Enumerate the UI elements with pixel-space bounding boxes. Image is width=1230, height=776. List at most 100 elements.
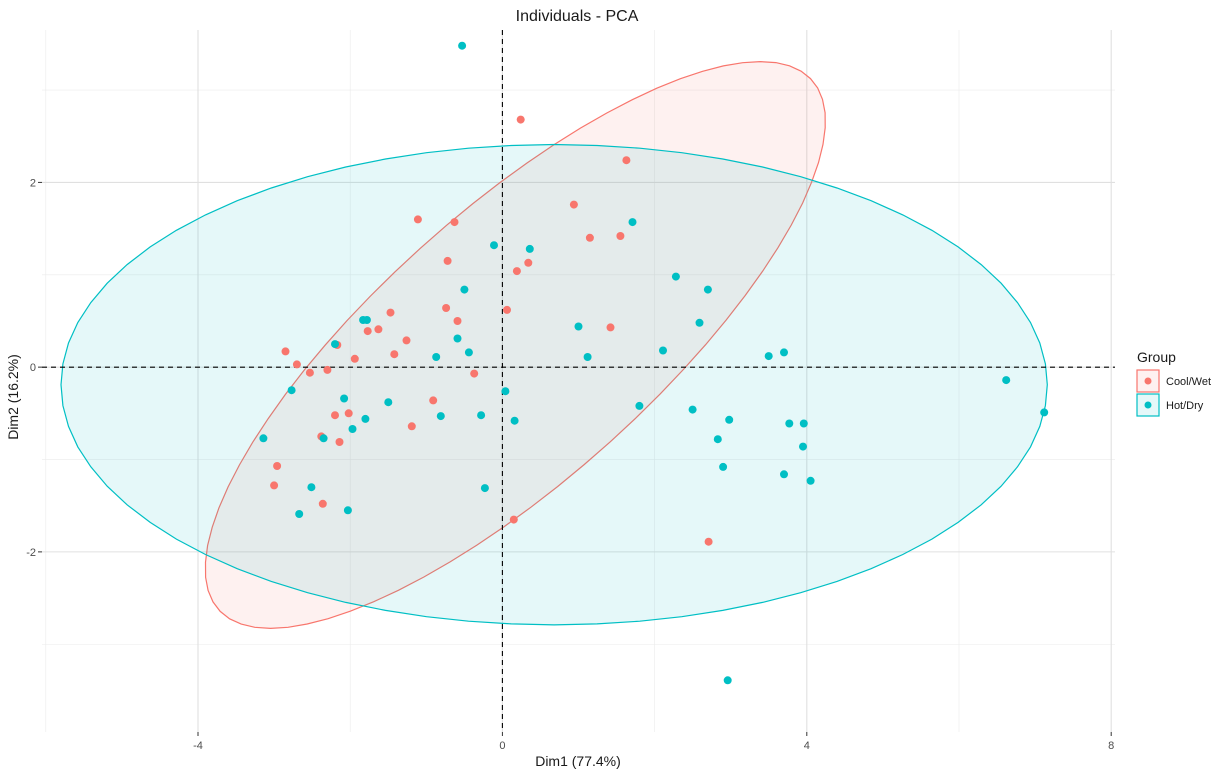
x-axis: -4 0 4 8	[193, 732, 1114, 752]
point-hot-dry	[799, 442, 807, 451]
x-tick-label: 8	[1108, 740, 1114, 752]
point-hot-dry	[583, 353, 592, 361]
plot-area	[42, 30, 1115, 732]
reference-lines	[42, 30, 1115, 732]
legend-label-cool-wet: Cool/Wet	[1166, 376, 1211, 388]
point-hot-dry	[780, 348, 788, 357]
point-hot-dry	[477, 411, 486, 420]
point-cool-wet	[503, 305, 511, 314]
point-hot-dry	[635, 401, 644, 410]
y-tick-label: 0	[30, 362, 36, 374]
point-hot-dry	[695, 318, 704, 327]
point-cool-wet	[453, 317, 462, 325]
x-axis-title: Dim1 (77.4%)	[535, 753, 621, 769]
point-cool-wet	[516, 115, 525, 124]
legend: Group Cool/Wet Hot/Dry	[1136, 349, 1211, 417]
point-cool-wet	[335, 438, 344, 446]
point-cool-wet	[616, 232, 625, 240]
point-cool-wet	[292, 360, 301, 369]
point-hot-dry	[525, 244, 534, 253]
point-hot-dry	[510, 416, 519, 425]
point-cool-wet	[402, 336, 411, 345]
ellipse-cool-wet	[204, 60, 826, 630]
point-cool-wet	[443, 256, 452, 265]
point-hot-dry	[361, 414, 370, 423]
point-hot-dry	[659, 346, 667, 355]
point-cool-wet	[512, 267, 521, 276]
legend-title: Group	[1137, 349, 1176, 365]
point-hot-dry	[490, 241, 498, 250]
point-cool-wet	[569, 200, 578, 209]
point-cool-wet	[622, 156, 631, 165]
point-cool-wet	[331, 411, 339, 420]
point-hot-dry	[725, 415, 734, 424]
point-cool-wet	[442, 304, 451, 312]
legend-marker	[1144, 377, 1152, 385]
point-hot-dry	[464, 348, 473, 357]
point-cool-wet	[386, 308, 395, 317]
point-hot-dry	[574, 322, 583, 331]
point-cool-wet	[281, 347, 290, 356]
point-cool-wet	[305, 368, 314, 377]
point-hot-dry	[671, 272, 680, 281]
point-cool-wet	[407, 422, 416, 431]
x-tick-label: -4	[193, 740, 203, 752]
point-hot-dry	[384, 398, 393, 407]
point-hot-dry	[764, 352, 773, 361]
data-points	[259, 41, 1049, 685]
grid-minor	[42, 30, 1115, 732]
point-hot-dry	[348, 425, 357, 433]
point-hot-dry	[460, 285, 469, 294]
point-hot-dry	[307, 483, 316, 492]
legend-marker	[1144, 401, 1152, 409]
point-hot-dry	[343, 506, 352, 515]
point-hot-dry	[703, 285, 712, 294]
y-axis-title: Dim2 (16.2%)	[5, 354, 21, 440]
point-hot-dry	[359, 316, 368, 324]
point-hot-dry	[799, 419, 808, 428]
point-cool-wet	[273, 462, 282, 470]
confidence-ellipses	[60, 60, 1048, 630]
point-cool-wet	[704, 537, 713, 546]
point-hot-dry	[259, 434, 268, 443]
legend-label-hot-dry: Hot/Dry	[1166, 400, 1204, 412]
point-cool-wet	[318, 499, 327, 508]
point-hot-dry	[1002, 376, 1011, 385]
point-cool-wet	[606, 323, 615, 332]
point-hot-dry	[1040, 408, 1049, 417]
point-cool-wet	[363, 327, 372, 336]
point-hot-dry	[287, 386, 296, 395]
point-hot-dry	[458, 41, 467, 50]
point-hot-dry	[319, 434, 328, 443]
point-cool-wet	[323, 365, 332, 374]
point-cool-wet	[350, 354, 359, 363]
point-hot-dry	[436, 412, 445, 421]
point-cool-wet	[413, 215, 422, 224]
point-hot-dry	[628, 218, 637, 227]
point-cool-wet	[470, 369, 479, 378]
legend-items: Cool/Wet Hot/Dry	[1136, 369, 1211, 417]
point-hot-dry	[453, 334, 462, 343]
point-hot-dry	[780, 470, 788, 479]
point-hot-dry	[806, 476, 815, 485]
y-axis: -2 0 2	[26, 177, 42, 559]
point-hot-dry	[480, 484, 489, 493]
chart-title: Individuals - PCA	[516, 8, 639, 25]
x-tick-label: 4	[804, 740, 810, 752]
point-hot-dry	[501, 387, 510, 396]
y-tick-label: 2	[30, 177, 36, 189]
point-hot-dry	[331, 340, 339, 349]
point-cool-wet	[270, 481, 279, 490]
point-cool-wet	[509, 515, 518, 524]
point-hot-dry	[723, 676, 732, 685]
point-cool-wet	[344, 409, 353, 418]
point-cool-wet	[524, 258, 533, 267]
point-cool-wet	[429, 396, 438, 405]
point-hot-dry	[432, 353, 441, 361]
ellipse-hot-dry	[60, 143, 1048, 626]
point-hot-dry	[785, 419, 794, 428]
x-tick-label: 0	[499, 740, 505, 752]
point-cool-wet	[374, 325, 383, 334]
point-cool-wet	[390, 350, 399, 359]
